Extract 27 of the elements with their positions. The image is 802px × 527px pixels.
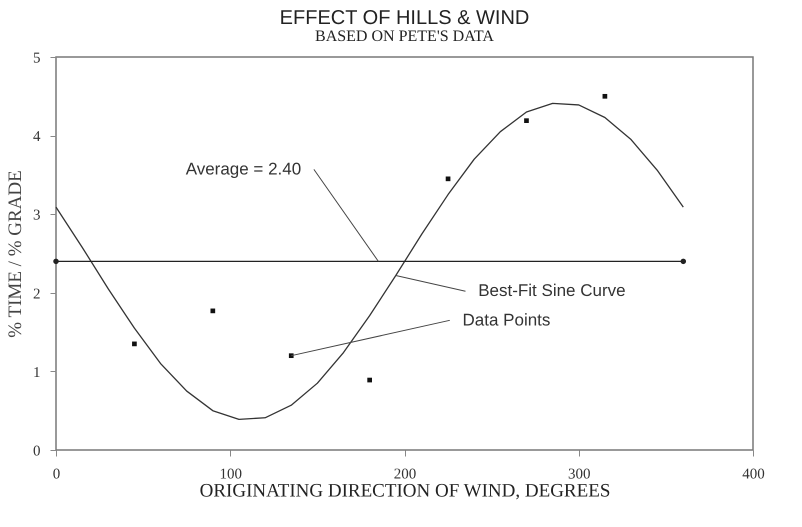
y-tick-label: 1 [33, 364, 40, 381]
x-tick-label: 400 [742, 466, 765, 482]
point [602, 94, 608, 99]
x-tick-label: 100 [220, 466, 242, 482]
y-tick-label: 3 [33, 208, 40, 224]
annotation: Average = 2.40 [186, 159, 302, 178]
y-tick-label: 5 [33, 50, 40, 66]
chart-title: EFFECT OF HILLS & WIND [280, 7, 530, 29]
x-tick-label: 300 [568, 466, 590, 482]
point [53, 258, 59, 264]
line-series [55, 102, 684, 420]
x-tick-label: 200 [394, 466, 416, 482]
y-tick-label: 2 [33, 286, 40, 302]
point [524, 118, 529, 124]
x-tick-label: 0 [52, 466, 60, 482]
x-axis-title: ORIGINATING DIRECTION OF WIND, DEGREES [200, 480, 610, 502]
y-tick-label: 0 [33, 444, 40, 460]
point [132, 342, 137, 346]
point [680, 258, 686, 264]
annotation: Data Points [462, 310, 550, 330]
point [446, 176, 450, 182]
y-axis-title: % TIME / % GRADE [5, 170, 26, 338]
point [367, 378, 372, 382]
y-tick-label: 4 [33, 129, 41, 146]
point [210, 308, 216, 314]
annotation: Best-Fit Sine Curve [478, 281, 626, 300]
chart-subtitle: BASED ON PETE'S DATA [315, 28, 494, 45]
